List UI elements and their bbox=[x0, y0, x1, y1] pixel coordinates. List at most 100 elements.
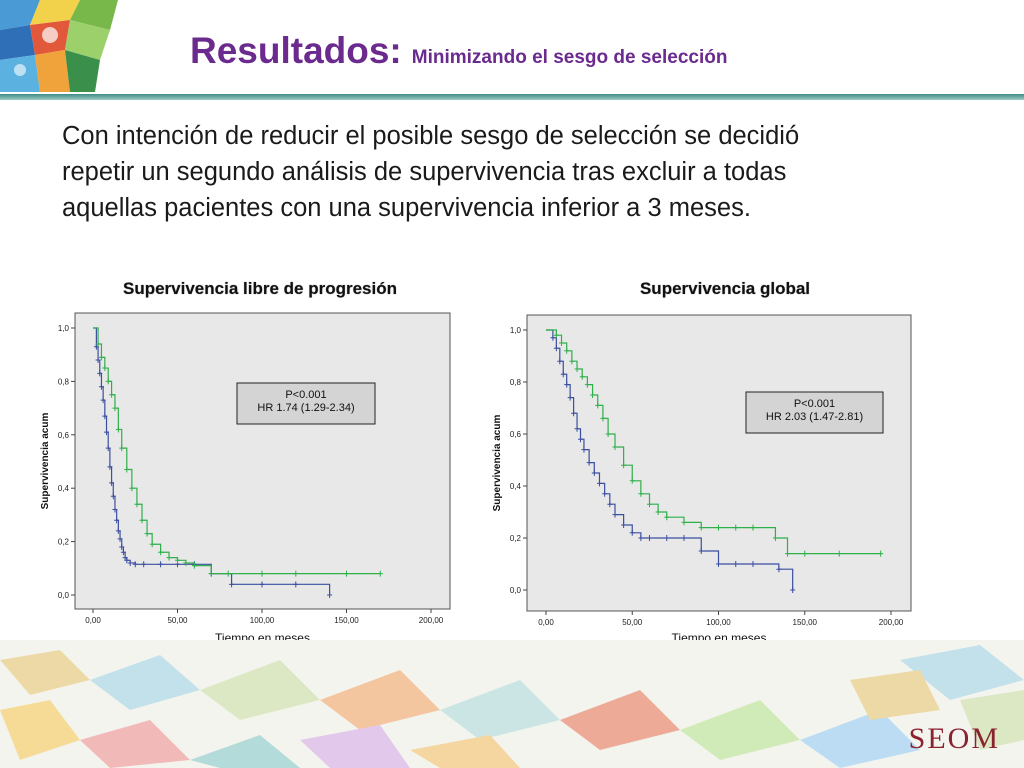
censor-mark bbox=[647, 535, 652, 541]
y-tick-label: 0,0 bbox=[510, 586, 522, 595]
censor-mark bbox=[605, 431, 611, 437]
x-tick-label: 50,00 bbox=[622, 618, 643, 627]
censor-mark bbox=[115, 426, 121, 433]
censor-mark bbox=[750, 524, 756, 531]
censor-mark bbox=[584, 381, 590, 388]
censor-mark bbox=[607, 501, 613, 508]
censor-mark bbox=[95, 357, 101, 364]
hazard-ratio-label: HR 1.74 (1.29-2.34) bbox=[257, 402, 354, 414]
stats-box bbox=[236, 382, 376, 425]
x-tick-label: 0,00 bbox=[85, 616, 101, 625]
censor-mark bbox=[104, 429, 110, 436]
mosaic-logo bbox=[0, 0, 118, 92]
censor-mark bbox=[139, 517, 145, 524]
censor-mark bbox=[612, 511, 618, 518]
y-tick-label: 0,2 bbox=[58, 538, 70, 547]
censor-mark bbox=[259, 581, 265, 588]
censor-mark bbox=[621, 462, 627, 469]
plot-area bbox=[74, 312, 451, 610]
censor-mark bbox=[579, 373, 585, 380]
censor-mark bbox=[550, 334, 556, 341]
censor-mark bbox=[105, 378, 111, 385]
censor-mark bbox=[98, 383, 104, 390]
censor-mark bbox=[569, 358, 575, 365]
x-tick-label: 200,00 bbox=[419, 616, 444, 625]
y-axis-label: Supervivencia acum bbox=[492, 415, 503, 512]
censor-mark bbox=[621, 522, 627, 528]
censor-mark bbox=[553, 345, 559, 352]
x-tick-label: 100,00 bbox=[250, 616, 275, 625]
censor-mark bbox=[776, 566, 782, 573]
censor-mark bbox=[564, 381, 570, 388]
p-value-label: P<0.001 bbox=[794, 398, 835, 410]
censor-mark bbox=[110, 493, 116, 500]
censor-mark bbox=[560, 371, 566, 378]
x-tick-label: 200,00 bbox=[879, 618, 904, 627]
censor-mark bbox=[698, 524, 704, 531]
p-value-label: P<0.001 bbox=[285, 389, 326, 401]
censor-mark bbox=[144, 530, 150, 537]
title-subtitle: Minimizando el sesgo de selección bbox=[411, 47, 728, 68]
censor-mark bbox=[655, 509, 661, 515]
censor-mark bbox=[638, 535, 644, 541]
censor-mark bbox=[132, 561, 138, 568]
censor-mark bbox=[102, 365, 108, 372]
x-tick-label: 150,00 bbox=[334, 616, 359, 625]
y-tick-label: 1,0 bbox=[510, 326, 522, 335]
censor-mark bbox=[716, 561, 721, 567]
censor-mark bbox=[114, 517, 120, 524]
censor-mark bbox=[344, 570, 349, 577]
censor-mark bbox=[612, 444, 618, 450]
censor-mark bbox=[105, 445, 111, 452]
censor-mark bbox=[578, 436, 583, 443]
censor-mark bbox=[878, 550, 884, 557]
censor-mark bbox=[124, 557, 130, 564]
censor-mark bbox=[293, 581, 299, 588]
y-tick-label: 0,0 bbox=[58, 591, 70, 600]
censor-mark bbox=[166, 554, 172, 561]
censor-mark bbox=[134, 501, 140, 508]
censor-mark bbox=[115, 527, 121, 534]
censor-mark bbox=[681, 519, 687, 526]
chart-1-title: Supervivencia libre de progresión bbox=[123, 279, 397, 298]
censor-mark bbox=[553, 332, 559, 339]
censor-mark bbox=[109, 391, 115, 398]
censor-mark bbox=[175, 557, 180, 564]
censor-mark bbox=[733, 524, 739, 531]
censor-mark bbox=[559, 340, 565, 346]
censor-mark bbox=[664, 514, 670, 521]
y-tick-label: 0,8 bbox=[510, 378, 522, 387]
intro-line-2: repetir un segundo análisis de supervive… bbox=[62, 158, 787, 186]
y-tick-label: 0,6 bbox=[510, 430, 522, 439]
censor-mark bbox=[129, 485, 135, 492]
x-tick-label: 50,00 bbox=[167, 616, 188, 625]
censor-mark bbox=[97, 370, 103, 377]
censor-mark bbox=[733, 561, 739, 567]
censor-mark bbox=[629, 477, 635, 484]
censor-mark bbox=[772, 535, 778, 541]
intro-line-1: Con intención de reducir el posible sesg… bbox=[62, 122, 800, 150]
chart-os: 0,0 0,2 0,4 0,6 0,8 1,0 0,00 50,00 100,00 150,00 2… bbox=[492, 314, 912, 645]
stats-box bbox=[745, 391, 884, 434]
censor-mark bbox=[229, 581, 235, 588]
censor-mark bbox=[750, 561, 756, 567]
y-tick-label: 0,8 bbox=[58, 377, 70, 386]
censor-mark bbox=[191, 562, 197, 569]
censor-mark bbox=[183, 559, 189, 566]
x-tick-label: 100,00 bbox=[706, 618, 731, 627]
seom-logo: SEOM bbox=[908, 722, 1000, 755]
censor-mark bbox=[124, 466, 130, 473]
censor-mark bbox=[836, 550, 842, 557]
censor-mark bbox=[119, 445, 125, 452]
censor-mark bbox=[591, 470, 597, 476]
chart-2-title: Supervivencia global bbox=[639, 279, 811, 298]
censor-mark bbox=[574, 366, 580, 372]
intro-line-3: aquellas pacientes con una supervivencia… bbox=[62, 194, 751, 222]
censor-mark bbox=[102, 413, 108, 420]
censor-mark bbox=[127, 559, 133, 566]
y-axis-label: Supervivencia acum bbox=[40, 413, 51, 510]
censor-mark bbox=[109, 479, 115, 486]
footer-mosaic bbox=[0, 640, 1024, 768]
censor-mark bbox=[638, 490, 644, 497]
censor-mark bbox=[141, 561, 147, 568]
